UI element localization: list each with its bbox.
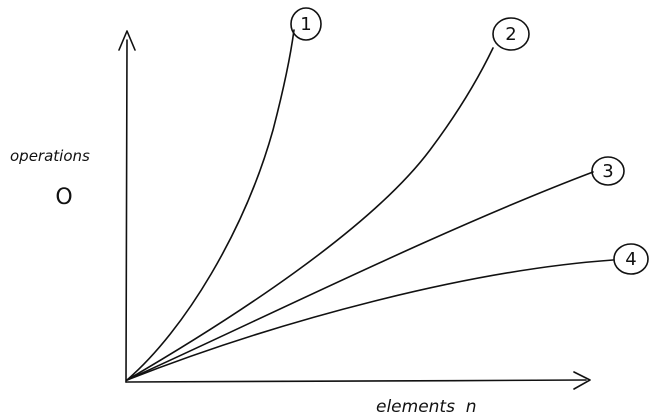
series-label-2-text: 2 — [505, 24, 516, 45]
series-label-2: 2 — [492, 17, 530, 51]
x-axis-arrowhead — [573, 371, 591, 390]
series-line-1 — [126, 29, 295, 381]
x-axis-line — [125, 379, 587, 383]
series-line-4 — [126, 259, 614, 381]
series-label-4-text: 4 — [625, 249, 636, 270]
x-axis-label: elements n — [376, 397, 477, 417]
series-label-1-text: 1 — [300, 14, 311, 35]
series-label-3: 3 — [591, 156, 625, 186]
y-axis-label: operations — [10, 147, 90, 165]
series-label-4: 4 — [613, 243, 649, 275]
series-label-3-text: 3 — [602, 161, 613, 182]
series-line-2 — [126, 47, 494, 381]
y-axis-arrowhead — [118, 30, 136, 51]
y-axis-line — [125, 39, 128, 383]
y-axis-symbol: O — [55, 185, 72, 210]
series-line-3 — [126, 171, 594, 381]
series-label-1: 1 — [290, 7, 322, 41]
